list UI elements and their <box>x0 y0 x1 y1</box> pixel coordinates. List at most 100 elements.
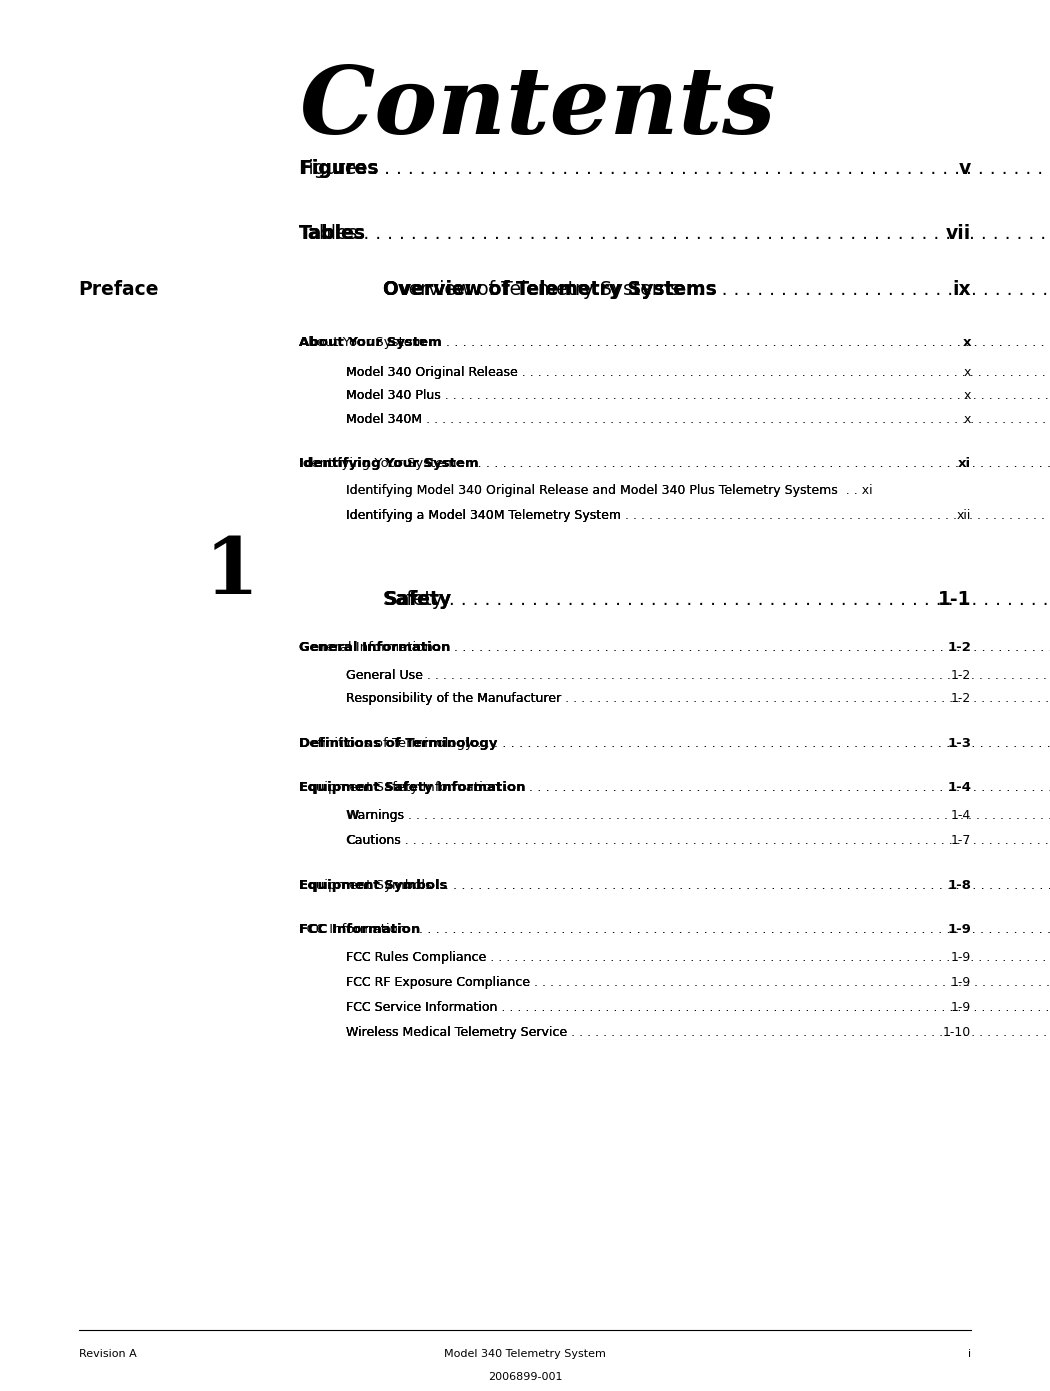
Text: Model 340 Original Release . . . . . . . . . . . . . . . . . . . . . . . . . . .: Model 340 Original Release . . . . . . .… <box>346 366 1050 378</box>
Text: FCC RF Exposure Compliance: FCC RF Exposure Compliance <box>346 976 530 989</box>
Text: Model 340M . . . . . . . . . . . . . . . . . . . . . . . . . . . . . . . . . . .: Model 340M . . . . . . . . . . . . . . .… <box>346 413 1050 426</box>
Text: FCC Service Information . . . . . . . . . . . . . . . . . . . . . . . . . . . . : FCC Service Information . . . . . . . . … <box>346 1002 1050 1014</box>
Text: 1-8: 1-8 <box>947 879 971 892</box>
Text: Safety: Safety <box>383 590 452 609</box>
Text: Safety: Safety <box>383 590 452 609</box>
Text: 1-4: 1-4 <box>951 810 971 822</box>
Text: Tables: Tables <box>299 224 366 243</box>
Text: ix: ix <box>952 280 971 299</box>
Text: xi: xi <box>958 458 971 470</box>
Text: About Your System . . . . . . . . . . . . . . . . . . . . . . . . . . . . . . . : About Your System . . . . . . . . . . . … <box>299 337 1050 349</box>
Text: About Your System: About Your System <box>299 337 442 349</box>
Text: Equipment Safety Information: Equipment Safety Information <box>299 782 526 794</box>
Text: Model 340 Original Release: Model 340 Original Release <box>346 366 519 378</box>
Text: Wireless Medical Telemetry Service: Wireless Medical Telemetry Service <box>346 1027 568 1039</box>
Text: 1-9: 1-9 <box>947 924 971 936</box>
Text: Identifying a Model 340M Telemetry System . . . . . . . . . . . . . . . . . . . : Identifying a Model 340M Telemetry Syste… <box>346 509 1050 522</box>
Text: Identifying Model 340 Original Release and Model 340 Plus Telemetry Systems: Identifying Model 340 Original Release a… <box>346 484 838 497</box>
Text: Identifying Model 340 Original Release and Model 340 Plus Telemetry Systems  . .: Identifying Model 340 Original Release a… <box>346 484 874 497</box>
Text: 1-2: 1-2 <box>951 669 971 682</box>
Text: Tables . . . . . . . . . . . . . . . . . . . . . . . . . . . . . . . . . . . . .: Tables . . . . . . . . . . . . . . . . .… <box>299 224 1050 243</box>
Text: Definitions of Terminology . . . . . . . . . . . . . . . . . . . . . . . . . . .: Definitions of Terminology . . . . . . .… <box>299 737 1050 750</box>
Text: Model 340 Telemetry System: Model 340 Telemetry System <box>444 1349 606 1359</box>
Text: Identifying a Model 340M Telemetry System: Identifying a Model 340M Telemetry Syste… <box>346 509 622 522</box>
Text: General Use . . . . . . . . . . . . . . . . . . . . . . . . . . . . . . . . . . : General Use . . . . . . . . . . . . . . … <box>346 669 1050 682</box>
Text: 1-7: 1-7 <box>951 835 971 847</box>
Text: Model 340M: Model 340M <box>346 413 422 426</box>
Text: Overview of Telemetry Systems: Overview of Telemetry Systems <box>383 280 717 299</box>
Text: 1-9: 1-9 <box>951 1002 971 1014</box>
Text: vii: vii <box>946 224 971 243</box>
Text: Model 340 Plus: Model 340 Plus <box>346 389 441 402</box>
Text: Responsibility of the Manufacturer: Responsibility of the Manufacturer <box>346 693 562 705</box>
Text: 1-1: 1-1 <box>938 590 971 609</box>
Text: Cautions . . . . . . . . . . . . . . . . . . . . . . . . . . . . . . . . . . . .: Cautions . . . . . . . . . . . . . . . .… <box>346 835 1050 847</box>
Text: i: i <box>968 1349 971 1359</box>
Text: FCC Rules Compliance . . . . . . . . . . . . . . . . . . . . . . . . . . . . . .: FCC Rules Compliance . . . . . . . . . .… <box>346 951 1050 964</box>
Text: 1-2: 1-2 <box>951 693 971 705</box>
Text: 2006899-001: 2006899-001 <box>488 1372 562 1381</box>
Text: 1-10: 1-10 <box>943 1027 971 1039</box>
Text: v: v <box>959 159 971 178</box>
Text: Overview of Telemetry Systems . . . . . . . . . . . . . . . . . . . . . . . . . : Overview of Telemetry Systems . . . . . … <box>383 280 1050 299</box>
Text: Identifying a Model 340M Telemetry System: Identifying a Model 340M Telemetry Syste… <box>346 509 622 522</box>
Text: Wireless Medical Telemetry Service . . . . . . . . . . . . . . . . . . . . . . .: Wireless Medical Telemetry Service . . .… <box>346 1027 1050 1039</box>
Text: FCC Information . . . . . . . . . . . . . . . . . . . . . . . . . . . . . . . . : FCC Information . . . . . . . . . . . . … <box>299 924 1050 936</box>
Text: General Information . . . . . . . . . . . . . . . . . . . . . . . . . . . . . . : General Information . . . . . . . . . . … <box>299 641 1050 654</box>
Text: 1-9: 1-9 <box>951 951 971 964</box>
Text: Identifying Your System . . . . . . . . . . . . . . . . . . . . . . . . . . . . : Identifying Your System . . . . . . . . … <box>299 458 1050 470</box>
Text: Wireless Medical Telemetry Service: Wireless Medical Telemetry Service <box>346 1027 568 1039</box>
Text: FCC Service Information: FCC Service Information <box>346 1002 498 1014</box>
Text: Equipment Symbols: Equipment Symbols <box>299 879 447 892</box>
Text: Equipment Symbols: Equipment Symbols <box>299 879 447 892</box>
Text: x: x <box>963 337 971 349</box>
Text: FCC Service Information: FCC Service Information <box>346 1002 498 1014</box>
Text: FCC Information: FCC Information <box>299 924 420 936</box>
Text: Figures: Figures <box>299 159 379 178</box>
Text: Model 340 Plus: Model 340 Plus <box>346 389 441 402</box>
Text: x: x <box>964 366 971 378</box>
Text: Overview of Telemetry Systems: Overview of Telemetry Systems <box>383 280 717 299</box>
Text: Model 340 Original Release: Model 340 Original Release <box>346 366 519 378</box>
Text: About Your System: About Your System <box>299 337 442 349</box>
Text: Definitions of Terminology: Definitions of Terminology <box>299 737 498 750</box>
Text: Figures . . . . . . . . . . . . . . . . . . . . . . . . . . . . . . . . . . . . : Figures . . . . . . . . . . . . . . . . … <box>299 159 1050 178</box>
Text: Responsibility of the Manufacturer . . . . . . . . . . . . . . . . . . . . . . .: Responsibility of the Manufacturer . . .… <box>346 693 1050 705</box>
Text: 1-4: 1-4 <box>947 782 971 794</box>
Text: General Information: General Information <box>299 641 450 654</box>
Text: Warnings . . . . . . . . . . . . . . . . . . . . . . . . . . . . . . . . . . . .: Warnings . . . . . . . . . . . . . . . .… <box>346 810 1050 822</box>
Text: Safety . . . . . . . . . . . . . . . . . . . . . . . . . . . . . . . . . . . . .: Safety . . . . . . . . . . . . . . . . .… <box>383 590 1050 609</box>
Text: Warnings: Warnings <box>346 810 404 822</box>
Text: 1-9: 1-9 <box>951 976 971 989</box>
Text: General Use: General Use <box>346 669 423 682</box>
Text: Responsibility of the Manufacturer: Responsibility of the Manufacturer <box>346 693 562 705</box>
Text: Cautions: Cautions <box>346 835 401 847</box>
Text: Revision A: Revision A <box>79 1349 136 1359</box>
Text: FCC Rules Compliance: FCC Rules Compliance <box>346 951 487 964</box>
Text: Tables: Tables <box>299 224 366 243</box>
Text: Identifying Your System: Identifying Your System <box>299 458 479 470</box>
Text: General Information: General Information <box>299 641 450 654</box>
Text: 1-3: 1-3 <box>947 737 971 750</box>
Text: x: x <box>964 413 971 426</box>
Text: Definitions of Terminology: Definitions of Terminology <box>299 737 498 750</box>
Text: 1: 1 <box>205 534 258 611</box>
Text: Figures: Figures <box>299 159 379 178</box>
Text: FCC RF Exposure Compliance . . . . . . . . . . . . . . . . . . . . . . . . . . .: FCC RF Exposure Compliance . . . . . . .… <box>346 976 1050 989</box>
Text: Model 340M: Model 340M <box>346 413 422 426</box>
Text: General Use: General Use <box>346 669 423 682</box>
Text: Identifying Your System: Identifying Your System <box>299 458 479 470</box>
Text: xii: xii <box>957 509 971 522</box>
Text: Equipment Symbols . . . . . . . . . . . . . . . . . . . . . . . . . . . . . . . : Equipment Symbols . . . . . . . . . . . … <box>299 879 1050 892</box>
Text: Warnings: Warnings <box>346 810 404 822</box>
Text: x: x <box>964 389 971 402</box>
Text: Equipment Safety Information . . . . . . . . . . . . . . . . . . . . . . . . . .: Equipment Safety Information . . . . . .… <box>299 782 1050 794</box>
Text: Cautions: Cautions <box>346 835 401 847</box>
Text: FCC Information: FCC Information <box>299 924 420 936</box>
Text: Contents: Contents <box>299 63 776 153</box>
Text: Model 340 Plus . . . . . . . . . . . . . . . . . . . . . . . . . . . . . . . . .: Model 340 Plus . . . . . . . . . . . . .… <box>346 389 1050 402</box>
Text: FCC Rules Compliance: FCC Rules Compliance <box>346 951 487 964</box>
Text: FCC RF Exposure Compliance: FCC RF Exposure Compliance <box>346 976 530 989</box>
Text: Equipment Safety Information: Equipment Safety Information <box>299 782 526 794</box>
Text: Preface: Preface <box>79 280 160 299</box>
